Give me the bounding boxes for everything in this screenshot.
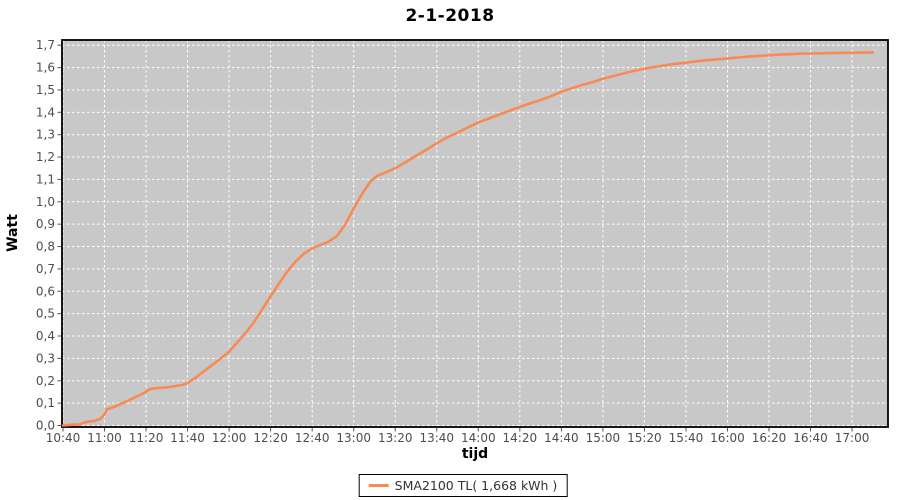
x-tick-label: 14:20	[503, 431, 538, 445]
x-tick-label: 16:00	[710, 431, 745, 445]
y-tick-label: 0,7	[36, 262, 55, 276]
x-tick-label: 15:20	[627, 431, 662, 445]
x-tick-label: 16:20	[752, 431, 787, 445]
y-tick-label: 0,6	[36, 284, 55, 298]
y-tick-label: 1,4	[36, 105, 55, 119]
x-tick-label: 10:40	[46, 431, 81, 445]
y-tick-label: 0,2	[36, 374, 55, 388]
x-tick-label: 15:00	[586, 431, 621, 445]
x-tick-label: 11:20	[129, 431, 164, 445]
legend-series-label: SMA2100 TL( 1,668 kWh )	[394, 478, 558, 493]
plot-area	[62, 40, 888, 427]
x-tick-label: 13:00	[336, 431, 371, 445]
y-tick-label: 0,5	[36, 307, 55, 321]
y-tick-label: 0,4	[36, 329, 55, 343]
y-tick-label: 0,8	[36, 240, 55, 254]
legend: SMA2100 TL( 1,668 kWh )	[358, 474, 568, 497]
y-tick-label: 1,2	[36, 150, 55, 164]
x-tick-label: 12:40	[295, 431, 330, 445]
x-tick-label: 14:00	[461, 431, 496, 445]
legend-line-swatch	[368, 483, 389, 488]
x-tick-label: 16:40	[793, 431, 828, 445]
x-tick-label: 11:40	[170, 431, 205, 445]
y-tick-label: 0,1	[36, 396, 55, 410]
x-tick-label: 14:40	[544, 431, 579, 445]
y-tick-label: 0,9	[36, 217, 55, 231]
x-tick-label: 12:00	[212, 431, 247, 445]
y-tick-label: 1,5	[36, 83, 55, 97]
x-tick-label: 12:20	[253, 431, 288, 445]
y-tick-label: 1,3	[36, 128, 55, 142]
y-tick-label: 0,0	[36, 419, 55, 433]
y-tick-label: 1,6	[36, 61, 55, 75]
y-tick-label: 0,3	[36, 351, 55, 365]
y-tick-label: 1,0	[36, 195, 55, 209]
x-tick-label: 17:00	[835, 431, 870, 445]
x-tick-label: 15:40	[669, 431, 704, 445]
series-line	[61, 51, 875, 427]
y-tick-label: 1,1	[36, 172, 55, 186]
plot-border	[61, 39, 889, 428]
x-tick-label: 13:20	[378, 431, 413, 445]
x-tick-label: 11:00	[87, 431, 122, 445]
x-tick-label: 13:40	[419, 431, 454, 445]
y-tick-label: 1,7	[36, 38, 55, 52]
x-axis-title: tijd	[461, 446, 489, 462]
y-axis-title: Watt	[5, 214, 21, 252]
chart-title: 2-1-2018	[405, 6, 495, 26]
